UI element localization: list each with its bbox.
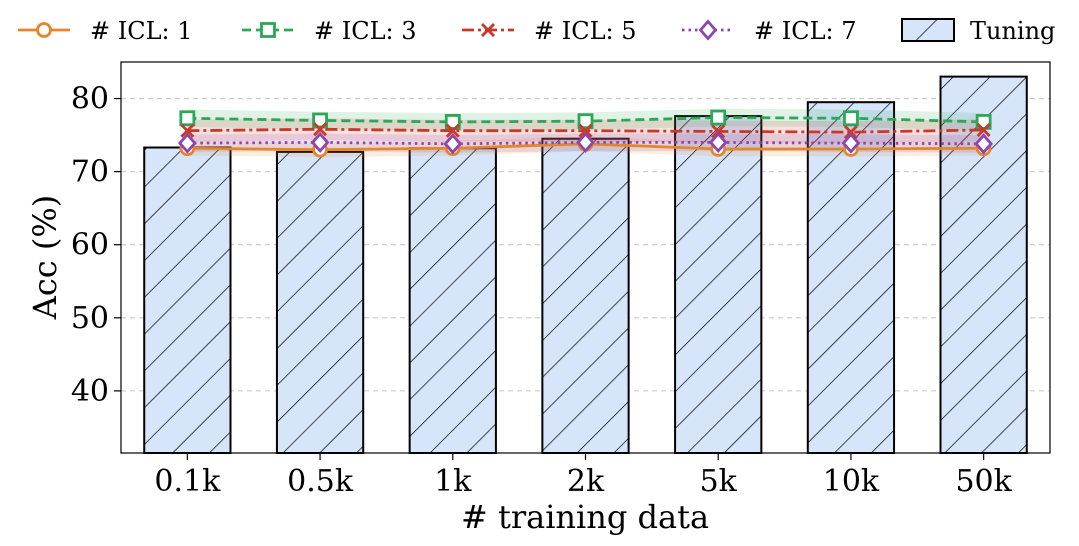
legend-marker (36, 22, 52, 38)
legend-item-icl-5: # ICL: 5 (462, 17, 637, 45)
legend-label: # ICL: 1 (90, 17, 193, 45)
point-icl-7-0.1k (177, 132, 197, 154)
legend-item-icl-7: # ICL: 7 (682, 17, 857, 45)
legend-label: # ICL: 3 (314, 17, 417, 45)
point-icl-3-5k (710, 109, 727, 126)
y-tick-label: 80 (71, 82, 109, 117)
legend: # ICL: 1 # ICL: 3 # ICL: 5 # ICL: 7 Tuning (18, 17, 1055, 45)
x-axis-title: # training data (461, 498, 709, 536)
x-tick-label: 10k (823, 464, 880, 499)
bar-tuning-1k (408, 147, 497, 454)
x-tick-label: 50k (955, 464, 1012, 499)
point-icl-3-0.5k (312, 112, 328, 129)
bar-tuning-0.1k (143, 146, 232, 454)
y-tick-label: 50 (71, 301, 109, 336)
legend-item-icl-3: # ICL: 3 (242, 17, 417, 45)
point-icl-5-0.5k (313, 122, 328, 137)
point-icl-5-0.1k (180, 123, 195, 138)
x-tick-label: 1k (434, 464, 472, 499)
point-icl-7-5k (708, 131, 728, 154)
legend-label: # ICL: 7 (754, 17, 857, 45)
x-marker-stroke (313, 122, 328, 137)
point-icl-5-2k (578, 123, 593, 138)
point-icl-3-0.1k (179, 110, 196, 127)
legend-marker (481, 23, 495, 37)
point-icl-3-10k (843, 110, 859, 127)
point-icl-7-0.5k (310, 131, 330, 154)
x-marker-stroke (445, 123, 460, 138)
x-tick-label: 2k (567, 464, 605, 499)
bar-tuning-10k (806, 101, 896, 454)
point-icl-3-2k (577, 113, 594, 130)
y-tick-label: 60 (71, 228, 109, 263)
legend-item-icl-1: # ICL: 1 (18, 17, 193, 45)
point-icl-5-5k (711, 124, 726, 139)
line-layer (177, 109, 994, 158)
legend-label: Tuning (970, 17, 1055, 45)
grid-layer (121, 97, 1050, 392)
legend-item-tuning: Tuning (901, 17, 1055, 45)
y-tick-label: 40 (71, 374, 109, 409)
point-icl-5-50k (976, 122, 991, 137)
x-marker-stroke (180, 123, 195, 138)
y-axis-title: Acc (%) (26, 195, 64, 321)
point-icl-7-2k (576, 131, 595, 154)
bar-tuning-5k (674, 115, 763, 454)
legend-marker (260, 22, 276, 38)
point-icl-5-10k (843, 125, 858, 140)
bar-tuning-2k (541, 137, 630, 454)
x-tick-label: 0.5k (287, 464, 354, 499)
point-icl-7-1k (443, 133, 463, 155)
point-icl-7-50k (974, 133, 994, 155)
x-marker-stroke (711, 124, 726, 139)
y-tick-label: 70 (71, 155, 109, 190)
bar-tuning-0.5k (275, 150, 365, 454)
point-icl-3-1k (444, 114, 461, 130)
x-tick-label: 5k (700, 464, 738, 499)
x-marker-stroke (578, 123, 593, 138)
x-marker-stroke (976, 122, 991, 137)
axis-layer: 40 50 60 70 80 0.1k 0.5k 1k 2k 5k 10k 50k (71, 82, 1013, 499)
legend-swatch (901, 18, 955, 42)
x-tick-label: 0.1k (154, 464, 221, 499)
legend-marker (698, 19, 718, 41)
legend-label: # ICL: 5 (534, 17, 637, 45)
point-icl-5-1k (445, 123, 460, 138)
x-marker-stroke (843, 125, 858, 140)
x-marker-stroke (481, 23, 495, 37)
point-icl-7-10k (841, 132, 861, 154)
